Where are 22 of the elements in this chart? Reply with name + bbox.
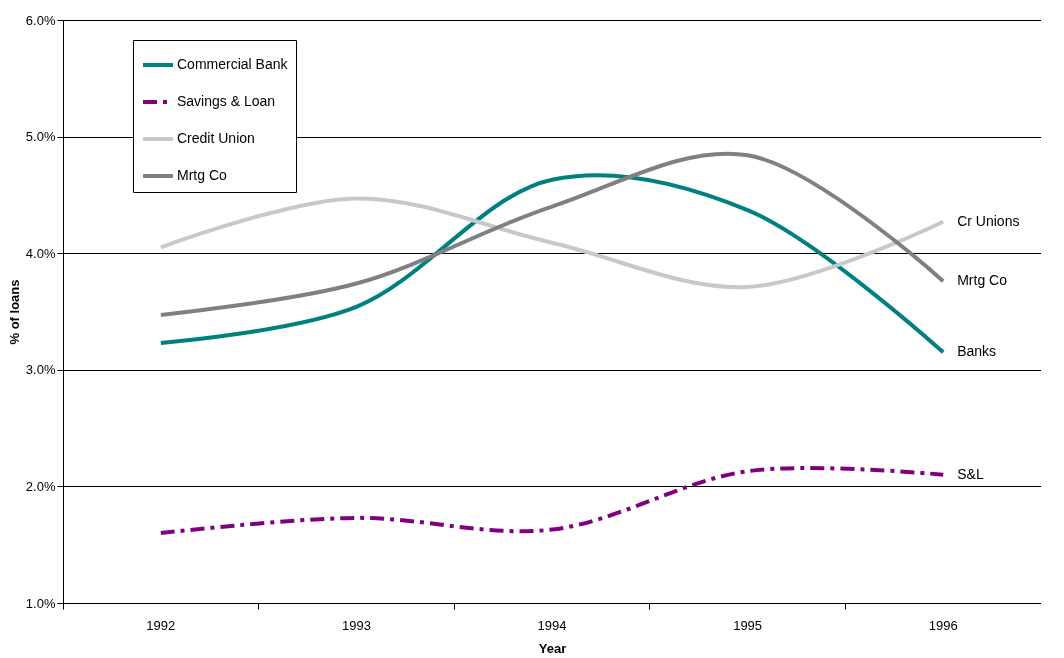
x-axis-title: Year xyxy=(538,640,567,656)
y-tick-label: 1.0% xyxy=(25,595,56,611)
y-axis-title: % of loans xyxy=(6,279,22,345)
y-tick-label: 2.0% xyxy=(25,478,56,494)
x-tick-label: 1992 xyxy=(146,617,176,633)
annotation: Banks xyxy=(957,343,997,360)
y-tick-label: 4.0% xyxy=(25,245,56,261)
y-tick-label: 3.0% xyxy=(25,362,56,378)
legend-label: Commercial Bank xyxy=(177,56,289,72)
annotation: Mrtg Co xyxy=(957,272,1008,289)
x-tick-label: 1995 xyxy=(733,617,763,633)
line-series xyxy=(158,196,946,290)
x-tick-label: 1994 xyxy=(537,617,567,633)
x-tick-label: 1993 xyxy=(341,617,371,633)
legend-label: Mrtg Co xyxy=(177,167,227,183)
annotation: Cr Unions xyxy=(957,212,1020,229)
y-tick-label: 6.0% xyxy=(25,12,56,28)
legend-label: Savings & Loan xyxy=(177,93,276,109)
legend-label: Credit Union xyxy=(177,130,255,146)
y-tick-label: 5.0% xyxy=(25,129,56,145)
annotation: S&L xyxy=(957,465,984,482)
x-tick-label: 1996 xyxy=(928,617,958,633)
